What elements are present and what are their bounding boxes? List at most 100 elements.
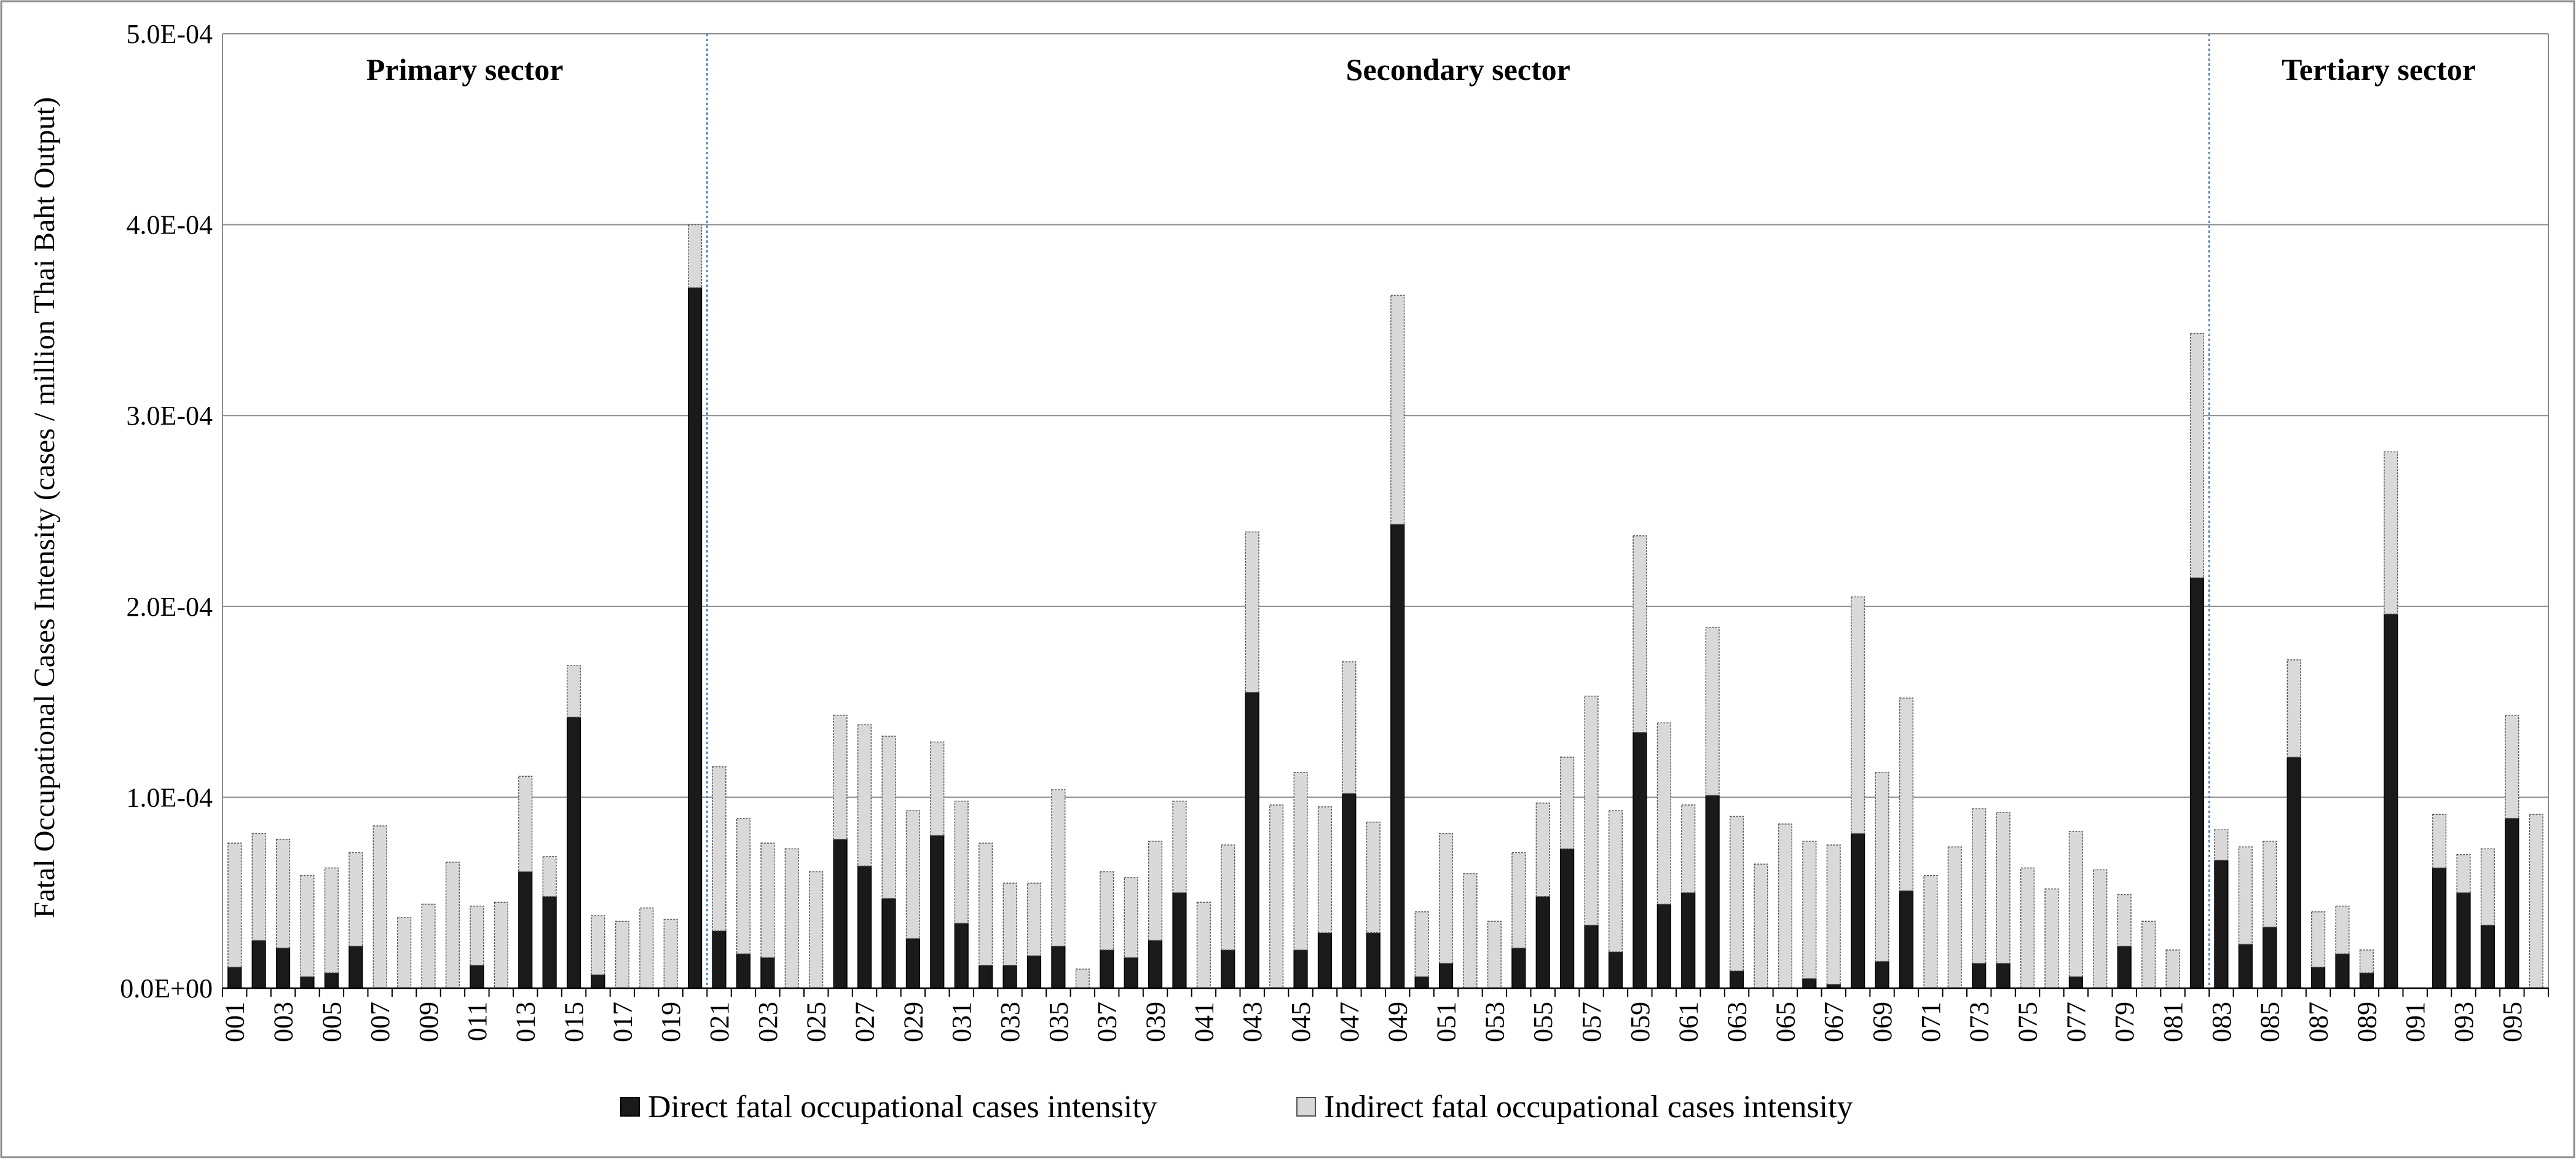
bar-direct-056 (1560, 848, 1575, 989)
bar-indirect-010 (445, 862, 460, 989)
bar-indirect-069 (1875, 772, 1889, 962)
legend: Direct fatal occupational cases intensit… (620, 1090, 1853, 1125)
bars (227, 224, 2543, 989)
x-tick-label: 069 (1867, 1002, 1897, 1042)
bar-indirect-018 (639, 907, 654, 989)
bar-indirect-084 (2238, 846, 2253, 945)
bar-direct-085 (2263, 926, 2277, 989)
bar-indirect-002 (251, 833, 266, 941)
bar-indirect-082 (2189, 332, 2205, 578)
bar-indirect-042 (1221, 844, 1235, 951)
x-tick-label: 071 (1916, 1002, 1946, 1042)
x-tick-label: 021 (704, 1002, 735, 1042)
x-tick-label: 003 (269, 1002, 299, 1042)
bar-indirect-029 (905, 810, 920, 939)
x-tick-label: 011 (462, 1002, 492, 1041)
bar-direct-023 (760, 957, 775, 989)
bar-direct-066 (1802, 978, 1817, 989)
bar-indirect-006 (349, 852, 363, 947)
bar-indirect-074 (1996, 812, 2011, 964)
x-tick-label: 059 (1625, 1002, 1655, 1042)
x-tick-label: 039 (1141, 1002, 1171, 1042)
bar-indirect-068 (1851, 596, 1865, 835)
bar-direct-001 (227, 967, 242, 989)
bar-indirect-005 (324, 867, 339, 973)
bar-indirect-072 (1947, 846, 1962, 989)
bar-direct-048 (1366, 932, 1381, 989)
bar-indirect-060 (1656, 722, 1671, 905)
legend-swatch-direct (620, 1097, 640, 1117)
x-tick-label: 043 (1237, 1002, 1267, 1042)
bar-indirect-066 (1802, 841, 1817, 980)
bar-indirect-071 (1923, 874, 1938, 989)
bar-direct-015 (566, 717, 581, 989)
bar-direct-055 (1535, 896, 1550, 989)
x-tick-label: 015 (559, 1002, 589, 1042)
bar-direct-073 (1972, 962, 1987, 989)
bar-indirect-036 (1075, 968, 1090, 989)
bar-indirect-013 (518, 776, 533, 873)
bar-indirect-089 (2359, 949, 2374, 973)
bar-indirect-008 (397, 917, 412, 989)
legend-label-direct: Direct fatal occupational cases intensit… (648, 1090, 1157, 1125)
x-tick-label: 017 (607, 1002, 637, 1042)
bar-indirect-095 (2505, 715, 2519, 819)
bar-indirect-061 (1681, 804, 1696, 894)
y-axis: 0.0E+00 1.0E-04 2.0E-04 3.0E-04 4.0E-04 5.0E-… (120, 19, 2549, 1004)
bar-direct-037 (1100, 949, 1114, 989)
bar-direct-094 (2480, 924, 2495, 989)
bar-direct-027 (857, 865, 872, 989)
bar-indirect-063 (1729, 815, 1744, 972)
bar-direct-028 (881, 898, 896, 989)
bar-direct-022 (736, 953, 751, 989)
sector-dividers (706, 34, 2210, 988)
bar-indirect-022 (736, 817, 751, 954)
bar-indirect-094 (2480, 848, 2495, 926)
x-tick-label: 009 (414, 1002, 444, 1042)
bar-direct-060 (1656, 903, 1671, 989)
bar-direct-084 (2238, 943, 2253, 989)
bar-indirect-087 (2310, 911, 2326, 968)
bar-indirect-053 (1487, 921, 1502, 989)
bar-indirect-009 (421, 903, 436, 989)
bar-indirect-076 (2044, 888, 2059, 989)
x-tick-label: 065 (1770, 1002, 1800, 1042)
y-tick-label: 1.0E-04 (126, 782, 213, 812)
bar-indirect-003 (275, 838, 291, 949)
bar-indirect-021 (712, 766, 727, 932)
bar-indirect-093 (2456, 854, 2471, 894)
x-tick-label: 033 (995, 1002, 1025, 1042)
bar-indirect-041 (1196, 902, 1211, 989)
bar-indirect-046 (1317, 806, 1333, 933)
bar-direct-011 (470, 964, 484, 989)
bar-direct-014 (542, 896, 557, 989)
bar-direct-069 (1875, 961, 1889, 989)
x-tick-label: 007 (365, 1002, 395, 1042)
bar-indirect-055 (1535, 802, 1550, 897)
bar-indirect-011 (470, 905, 484, 966)
legend-swatch-indirect (1296, 1097, 1316, 1117)
bar-indirect-033 (1002, 882, 1017, 966)
bar-indirect-014 (542, 855, 557, 897)
x-tick-label: 061 (1674, 1002, 1704, 1042)
bar-direct-032 (979, 964, 993, 989)
bar-direct-089 (2359, 972, 2374, 989)
x-tick-label: 093 (2449, 1002, 2479, 1042)
bar-indirect-024 (784, 848, 799, 989)
bar-direct-050 (1414, 976, 1429, 989)
bar-direct-054 (1511, 948, 1526, 989)
bar-indirect-034 (1026, 882, 1042, 956)
x-tick-label: 075 (2013, 1002, 2043, 1042)
bar-indirect-038 (1124, 877, 1138, 959)
x-tick-label: 029 (898, 1002, 928, 1042)
bar-indirect-075 (2020, 867, 2035, 989)
bar-direct-046 (1317, 932, 1333, 989)
x-tick-label: 001 (220, 1002, 250, 1042)
bar-indirect-079 (2117, 894, 2132, 947)
bar-direct-031 (954, 922, 969, 989)
bar-indirect-049 (1390, 294, 1405, 525)
bar-direct-079 (2117, 945, 2132, 989)
bar-indirect-059 (1633, 535, 1647, 733)
x-tick-label: 031 (947, 1002, 977, 1042)
